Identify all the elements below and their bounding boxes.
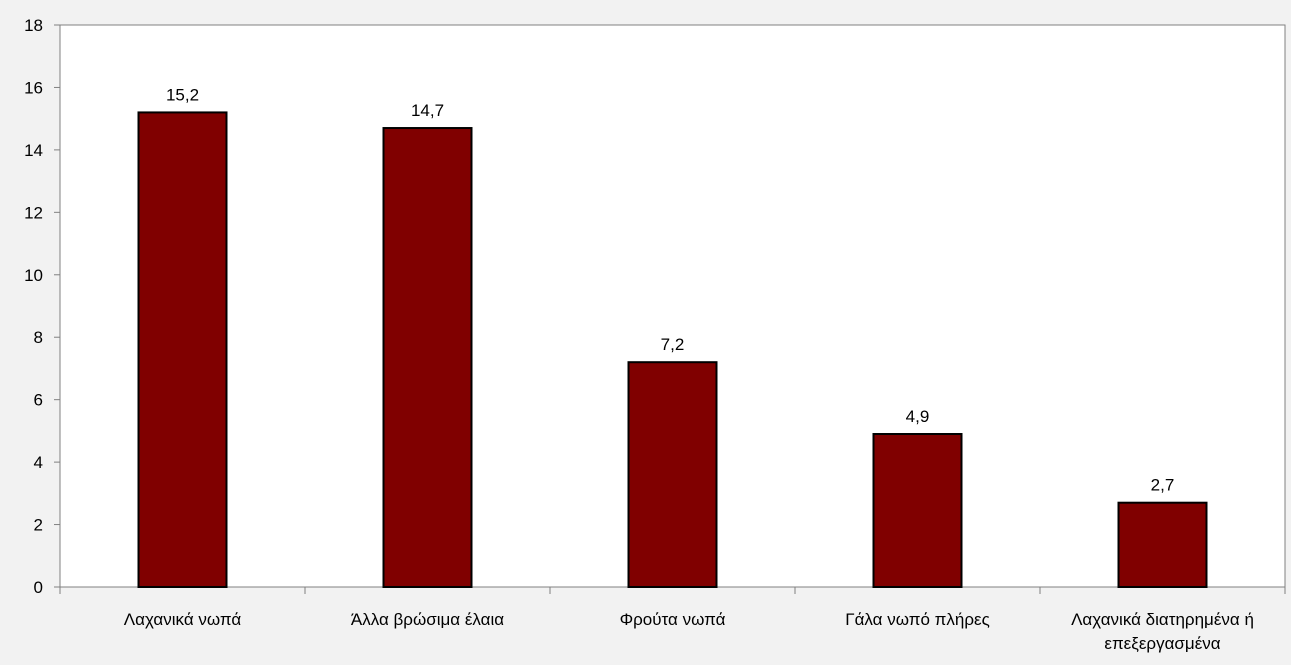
x-category-label: Λαχανικά νωπά	[124, 610, 242, 629]
y-tick-label: 14	[24, 141, 43, 160]
bar	[1117, 501, 1208, 589]
data-label: 4,9	[906, 407, 930, 426]
y-tick-label: 4	[34, 453, 43, 472]
bar	[382, 127, 473, 589]
y-tick-label: 18	[24, 16, 43, 35]
data-label: 7,2	[661, 335, 685, 354]
bar	[872, 433, 963, 588]
bar	[137, 111, 228, 589]
data-label: 14,7	[411, 101, 444, 120]
y-tick-label: 0	[34, 578, 43, 597]
bar	[627, 361, 718, 589]
y-tick-label: 12	[24, 203, 43, 222]
y-tick-label: 10	[24, 266, 43, 285]
x-category-label: Άλλα βρώσιμα έλαια	[351, 610, 504, 629]
x-category-label: επεξεργασμένα	[1104, 634, 1220, 653]
x-category-label: Γάλα νωπό πλήρες	[845, 610, 990, 629]
y-tick-label: 16	[24, 78, 43, 97]
data-label: 15,2	[166, 85, 199, 104]
x-category-label: Λαχανικά διατηρημένα ή	[1071, 610, 1254, 629]
y-tick-label: 6	[34, 391, 43, 410]
y-tick-label: 8	[34, 328, 43, 347]
data-label: 2,7	[1151, 476, 1175, 495]
y-tick-label: 2	[34, 516, 43, 535]
x-category-label: Φρούτα νωπά	[620, 610, 726, 629]
